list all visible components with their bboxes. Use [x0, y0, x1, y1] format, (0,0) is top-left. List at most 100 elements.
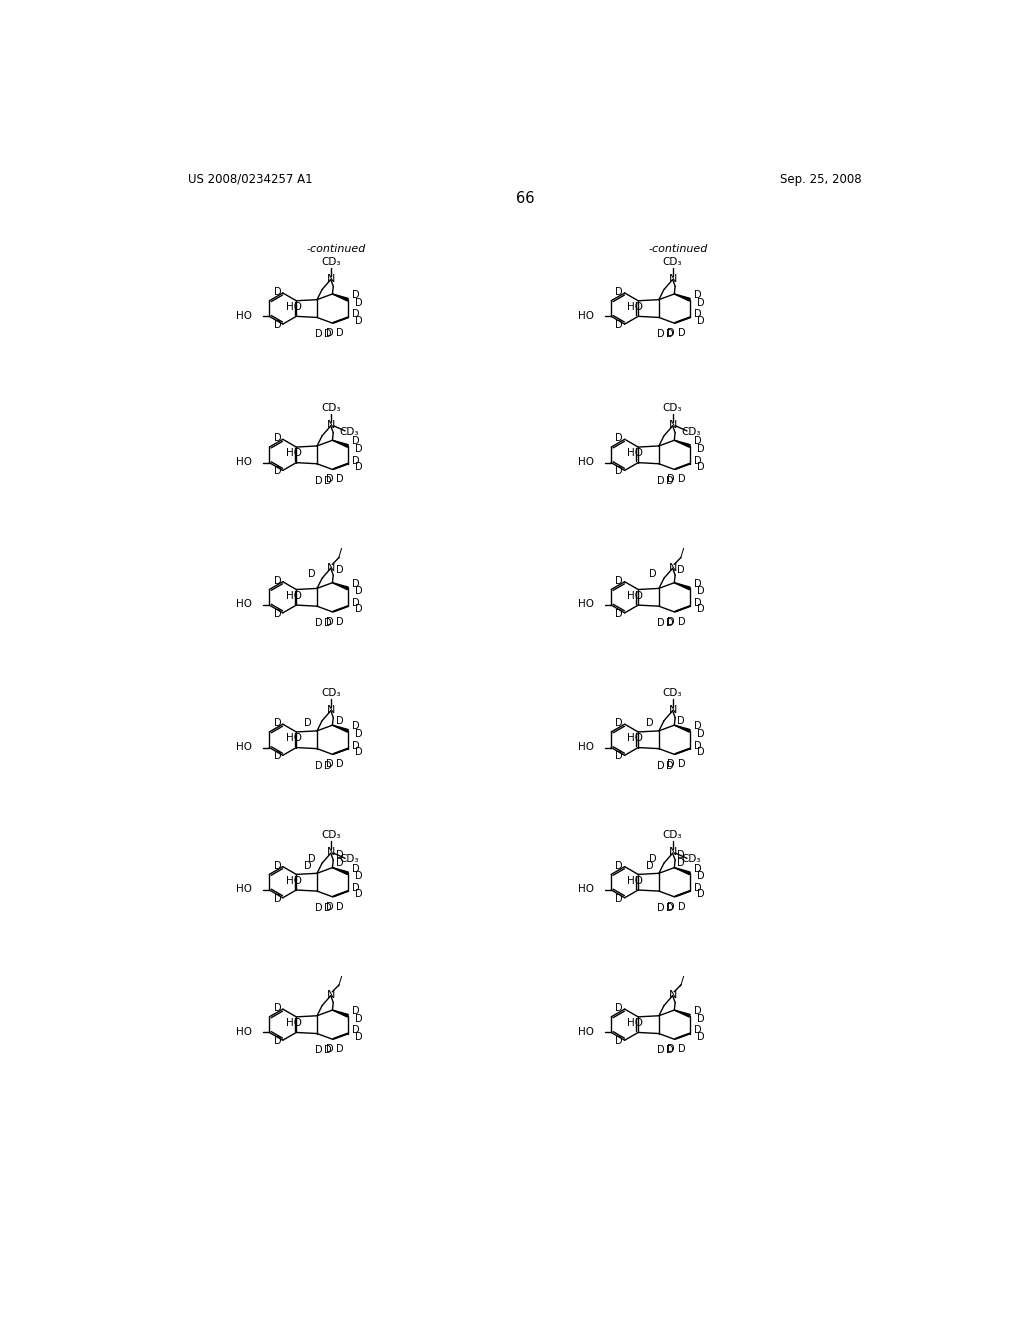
Text: D: D: [666, 330, 674, 339]
Text: D: D: [696, 444, 705, 454]
Text: US 2008/0234257 A1: US 2008/0234257 A1: [188, 173, 313, 186]
Text: D: D: [694, 598, 702, 609]
Text: N: N: [328, 990, 336, 999]
Polygon shape: [674, 441, 690, 447]
Text: D: D: [694, 863, 702, 874]
Text: CD₃: CD₃: [681, 854, 700, 865]
Text: D: D: [668, 902, 675, 912]
Text: D: D: [615, 288, 623, 297]
Text: D: D: [336, 565, 343, 576]
Text: CD₃: CD₃: [321, 830, 340, 841]
Text: D: D: [304, 861, 311, 871]
Text: D: D: [696, 871, 705, 882]
Text: D: D: [273, 288, 282, 297]
Text: D: D: [696, 315, 705, 326]
Text: D: D: [352, 863, 360, 874]
Text: D: D: [352, 290, 360, 300]
Text: D: D: [615, 609, 623, 619]
Text: D: D: [615, 1003, 623, 1014]
Text: CD₃: CD₃: [339, 426, 358, 437]
Text: D: D: [336, 850, 343, 861]
Text: D: D: [615, 894, 623, 904]
Text: D: D: [678, 715, 685, 726]
Text: D: D: [314, 330, 323, 339]
Text: D: D: [615, 861, 623, 871]
Text: HO: HO: [237, 884, 252, 894]
Text: D: D: [352, 721, 360, 731]
Text: D: D: [646, 718, 653, 729]
Text: /: /: [680, 546, 684, 560]
Polygon shape: [333, 441, 348, 447]
Text: D: D: [354, 1014, 362, 1024]
Text: 66: 66: [515, 191, 535, 206]
Text: Sep. 25, 2008: Sep. 25, 2008: [780, 173, 862, 186]
Text: D: D: [314, 1045, 323, 1056]
Text: CD₃: CD₃: [321, 688, 340, 698]
Text: D: D: [678, 850, 685, 861]
Text: D: D: [666, 760, 674, 771]
Polygon shape: [333, 725, 348, 733]
Text: D: D: [326, 902, 333, 912]
Text: HO: HO: [628, 591, 643, 601]
Text: HO: HO: [237, 1027, 252, 1036]
Text: D: D: [668, 616, 675, 627]
Text: D: D: [656, 1045, 665, 1056]
Polygon shape: [333, 294, 348, 301]
Text: D: D: [324, 903, 332, 913]
Text: D: D: [696, 1032, 705, 1041]
Text: N: N: [328, 273, 336, 284]
Text: D: D: [336, 474, 344, 484]
Text: D: D: [696, 462, 705, 471]
Text: D: D: [314, 903, 323, 913]
Text: D: D: [336, 1044, 344, 1055]
Text: D: D: [694, 883, 702, 894]
Text: D: D: [354, 729, 362, 739]
Text: D: D: [273, 894, 282, 904]
Text: D: D: [352, 1026, 360, 1035]
Text: D: D: [326, 474, 333, 484]
Polygon shape: [333, 582, 348, 590]
Text: D: D: [678, 858, 685, 869]
Text: HO: HO: [579, 310, 594, 321]
Text: HO: HO: [237, 742, 252, 752]
Text: HO: HO: [628, 1018, 643, 1028]
Text: D: D: [336, 858, 343, 869]
Text: HO: HO: [286, 733, 302, 743]
Text: D: D: [354, 586, 362, 597]
Text: D: D: [615, 319, 623, 330]
Text: D: D: [336, 759, 344, 770]
Text: D: D: [324, 1045, 332, 1056]
Text: D: D: [694, 578, 702, 589]
Text: D: D: [314, 618, 323, 628]
Text: CD₃: CD₃: [321, 256, 340, 267]
Text: D: D: [273, 466, 282, 477]
Text: D: D: [273, 433, 282, 444]
Text: D: D: [615, 466, 623, 477]
Text: D: D: [649, 854, 657, 863]
Text: D: D: [656, 475, 665, 486]
Text: D: D: [615, 576, 623, 586]
Text: D: D: [678, 759, 686, 770]
Text: D: D: [668, 474, 675, 484]
Text: HO: HO: [286, 591, 302, 601]
Text: D: D: [678, 616, 686, 627]
Text: D: D: [324, 760, 332, 771]
Text: D: D: [354, 298, 362, 308]
Polygon shape: [674, 294, 690, 301]
Text: HO: HO: [286, 302, 302, 312]
Text: D: D: [694, 721, 702, 731]
Text: D: D: [324, 330, 332, 339]
Text: /: /: [680, 974, 684, 987]
Text: CD₃: CD₃: [681, 426, 700, 437]
Text: D: D: [666, 618, 674, 628]
Text: D: D: [666, 475, 674, 486]
Text: D: D: [678, 902, 686, 912]
Text: N: N: [328, 705, 336, 715]
Text: D: D: [352, 741, 360, 751]
Text: D: D: [668, 759, 675, 770]
Text: D: D: [354, 462, 362, 471]
Text: D: D: [354, 605, 362, 614]
Text: D: D: [326, 759, 333, 770]
Text: -continued: -continued: [648, 244, 708, 253]
Text: D: D: [273, 1003, 282, 1014]
